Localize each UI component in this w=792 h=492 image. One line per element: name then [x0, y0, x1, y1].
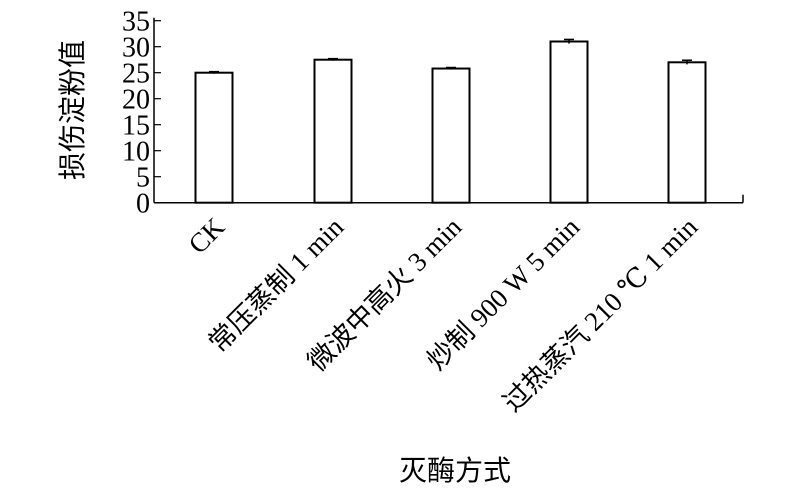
x-tick-label: CK	[183, 211, 231, 259]
x-tick-label: 过热蒸汽 210 ℃ 1 min	[497, 211, 703, 417]
x-axis-label: 灭酶方式	[399, 455, 511, 487]
bar	[667, 61, 707, 204]
bar	[194, 71, 234, 204]
y-tick-label: 25	[122, 59, 150, 90]
bar	[313, 58, 353, 204]
bar	[431, 67, 471, 204]
y-tick-label: 15	[122, 111, 150, 142]
y-tick-label: 5	[136, 163, 150, 194]
y-tick-label: 35	[122, 7, 150, 38]
y-tick-label: 30	[122, 33, 150, 64]
y-tick-label: 20	[122, 85, 150, 116]
y-tick-label: 0	[136, 189, 150, 220]
bar	[549, 40, 589, 204]
y-tick-label: 10	[122, 137, 150, 168]
y-axis-label: 损伤淀粉值	[57, 40, 89, 180]
